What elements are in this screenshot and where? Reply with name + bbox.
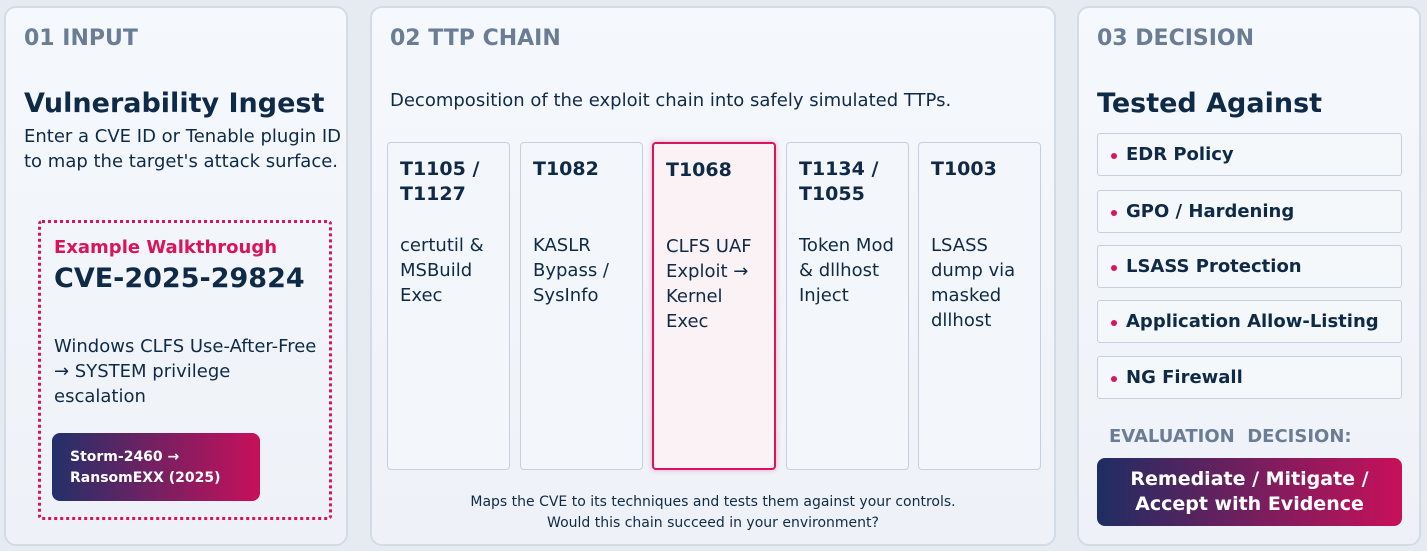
technique-text: certutil & MSBuild Exec: [400, 235, 484, 306]
technique-id: T1082: [533, 158, 599, 180]
decision-button[interactable]: Remediate / Mitigate / Accept with Evide…: [1097, 458, 1402, 526]
example-box: Example Walkthrough CVE-2025-29824 Windo…: [38, 220, 332, 520]
ttp-card: T1068 CLFS UAF Exploit → Kernel Exec: [652, 142, 776, 470]
cve-id: CVE-2025-29824: [54, 263, 305, 294]
badge: Storm-2460 → RansomEXX (2025): [52, 433, 260, 501]
ttp-card: T1003 LSASS dump via masked dllhost: [918, 142, 1041, 470]
panel-header: 03 DECISION: [1097, 26, 1255, 51]
panel-title: Tested Against: [1097, 88, 1323, 119]
ttp-card: T1105 / T1127 certutil & MSBuild Exec: [387, 142, 510, 470]
technique-id: T1134 / T1055: [799, 158, 879, 205]
evaluation-label: EVALUATION DECISION:: [1109, 426, 1352, 447]
decision-panel: 03 DECISION Tested Against EDR Policy GPO…: [1077, 6, 1421, 546]
control-item: LSASS Protection: [1097, 245, 1402, 288]
footer-line: Maps the CVE to its techniques and tests…: [470, 494, 956, 510]
technique-text: CLFS UAF Exploit → Kernel Exec: [666, 236, 752, 332]
control-item: NG Firewall: [1097, 356, 1402, 399]
panel-header: 02 TTP CHAIN: [390, 26, 561, 51]
ttp-card: T1134 / T1055 Token Mod & dllhost Inject: [786, 142, 909, 470]
ttp-card: T1082 KASLR Bypass / SysInfo: [520, 142, 643, 470]
technique-id: T1105 / T1127: [400, 158, 480, 205]
control-item: GPO / Hardening: [1097, 190, 1402, 233]
footer: Maps the CVE to its techniques and tests…: [372, 492, 1054, 534]
summary: Windows CLFS Use-After-Free → SYSTEM pri…: [54, 336, 317, 407]
example-label: Example Walkthrough: [54, 237, 278, 258]
technique-id: T1068: [666, 159, 732, 181]
technique-id: T1003: [931, 158, 997, 180]
control-item: Application Allow-Listing: [1097, 300, 1402, 343]
description: Decomposition of the exploit chain into …: [390, 90, 952, 111]
control-item: EDR Policy: [1097, 133, 1402, 176]
description: Enter a CVE ID or Tenable plugin ID to m…: [24, 126, 342, 172]
technique-text: KASLR Bypass / SysInfo: [533, 235, 609, 306]
ttp-panel: 02 TTP CHAIN Decomposition of the exploi…: [370, 6, 1056, 546]
input-panel: 01 INPUT Vulnerability Ingest Enter a CV…: [4, 6, 348, 546]
panel-title: Vulnerability Ingest: [24, 88, 325, 119]
footer-line: Would this chain succeed in your environ…: [547, 515, 879, 531]
panel-header: 01 INPUT: [24, 26, 138, 51]
technique-text: Token Mod & dllhost Inject: [799, 235, 894, 306]
technique-text: LSASS dump via masked dllhost: [931, 235, 1016, 331]
